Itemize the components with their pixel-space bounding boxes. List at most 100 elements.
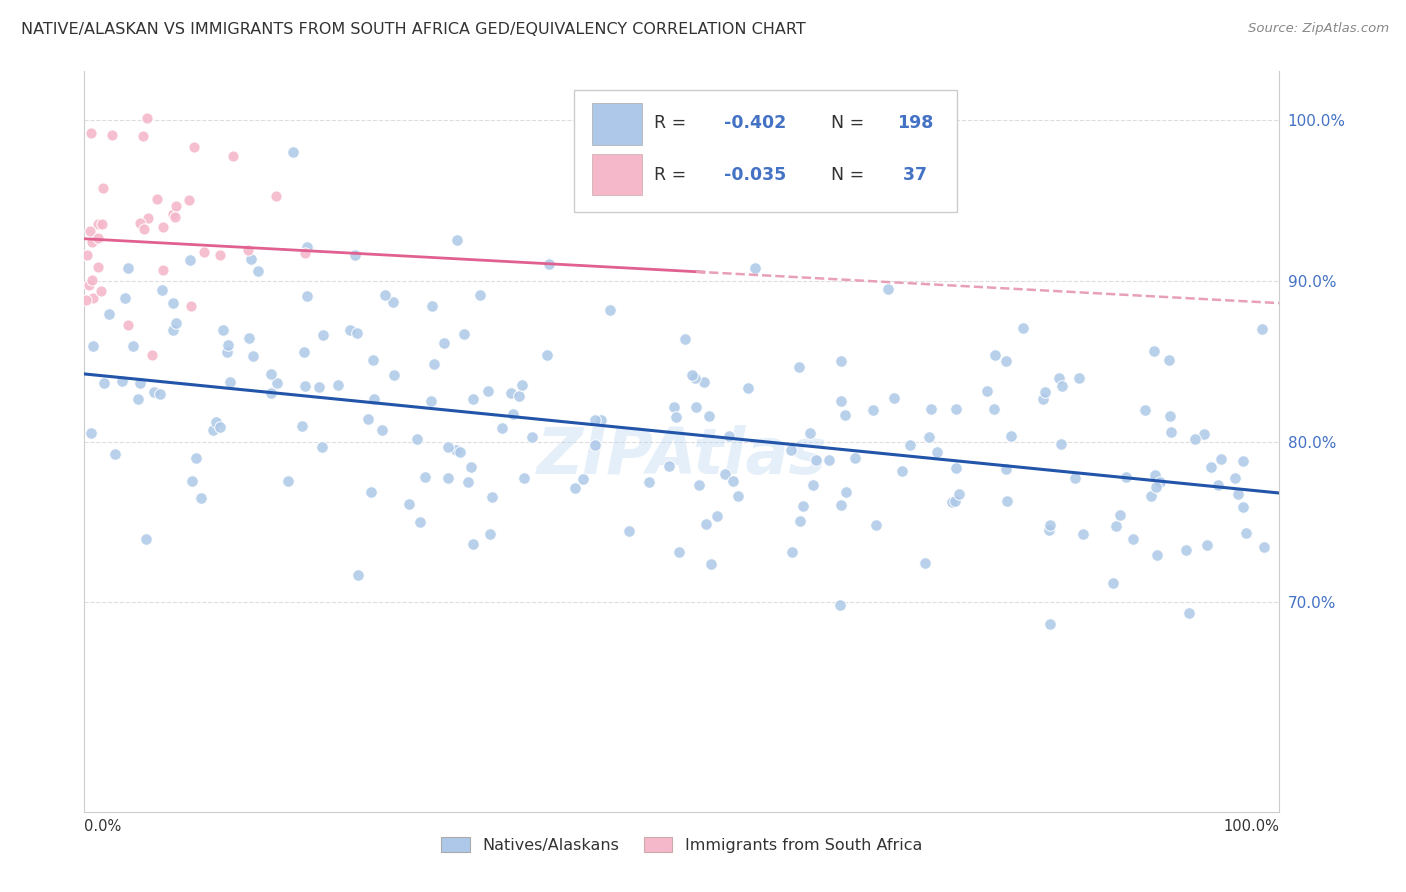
- Point: [1232, 500, 1254, 515]
- Point: [477, 384, 499, 398]
- Point: [1032, 392, 1054, 406]
- Point: [346, 326, 368, 340]
- Point: [914, 556, 936, 570]
- Point: [457, 475, 479, 490]
- Point: [804, 453, 827, 467]
- Point: [1122, 532, 1144, 546]
- Point: [782, 545, 804, 559]
- Point: [818, 453, 841, 467]
- Point: [945, 461, 967, 475]
- Point: [513, 471, 536, 485]
- Point: [266, 376, 288, 390]
- Point: [357, 411, 380, 425]
- Point: [135, 111, 157, 125]
- FancyBboxPatch shape: [592, 103, 643, 145]
- Point: [360, 484, 382, 499]
- Point: [93, 376, 115, 391]
- Point: [673, 332, 696, 346]
- Point: [1069, 371, 1091, 385]
- Point: [449, 444, 471, 458]
- Point: [665, 410, 688, 425]
- Point: [508, 389, 530, 403]
- Point: [1133, 403, 1156, 417]
- Point: [1050, 436, 1073, 450]
- Point: [1209, 451, 1232, 466]
- Point: [1039, 617, 1062, 632]
- Point: [1011, 321, 1033, 335]
- Point: [246, 263, 269, 277]
- Point: [717, 428, 740, 442]
- Point: [162, 207, 184, 221]
- Point: [179, 193, 201, 207]
- Point: [713, 467, 735, 482]
- Point: [128, 216, 150, 230]
- Point: [685, 400, 707, 414]
- Point: [260, 367, 283, 381]
- Point: [1175, 542, 1198, 557]
- Point: [983, 402, 1005, 417]
- Point: [799, 426, 821, 441]
- Point: [114, 291, 136, 305]
- Point: [463, 392, 485, 407]
- Point: [948, 487, 970, 501]
- Point: [111, 374, 134, 388]
- Point: [363, 353, 385, 368]
- Point: [1157, 353, 1180, 368]
- Point: [100, 128, 122, 143]
- Point: [499, 386, 522, 401]
- Point: [801, 478, 824, 492]
- Text: R =: R =: [654, 166, 692, 184]
- Point: [127, 392, 149, 407]
- Point: [918, 429, 941, 443]
- Point: [537, 257, 560, 271]
- Point: [744, 260, 766, 275]
- Point: [787, 360, 810, 375]
- Point: [145, 192, 167, 206]
- Point: [1192, 426, 1215, 441]
- Point: [134, 222, 156, 236]
- Point: [925, 444, 948, 458]
- Point: [876, 282, 898, 296]
- Point: [619, 524, 641, 538]
- Point: [181, 474, 204, 488]
- Point: [104, 447, 127, 461]
- Point: [297, 289, 319, 303]
- Point: [260, 385, 283, 400]
- Point: [208, 247, 231, 261]
- Point: [312, 327, 335, 342]
- Point: [294, 379, 316, 393]
- Point: [297, 240, 319, 254]
- Point: [217, 344, 239, 359]
- Point: [236, 244, 259, 258]
- Point: [152, 263, 174, 277]
- Point: [122, 339, 145, 353]
- Text: 198: 198: [897, 114, 934, 132]
- Point: [478, 527, 501, 541]
- Point: [828, 598, 851, 612]
- Point: [281, 145, 304, 160]
- Point: [162, 295, 184, 310]
- Point: [599, 303, 621, 318]
- Point: [422, 299, 444, 313]
- Point: [695, 517, 717, 532]
- Point: [344, 248, 367, 262]
- Point: [583, 413, 606, 427]
- Point: [920, 401, 942, 416]
- Point: [150, 284, 173, 298]
- Text: 100.0%: 100.0%: [1223, 819, 1279, 834]
- Point: [700, 557, 723, 571]
- Point: [1223, 471, 1246, 485]
- Point: [97, 307, 120, 321]
- Text: 37: 37: [897, 166, 927, 184]
- Point: [183, 140, 205, 154]
- Point: [862, 402, 884, 417]
- Point: [1039, 517, 1062, 532]
- Point: [437, 440, 460, 454]
- Point: [943, 493, 966, 508]
- Point: [294, 246, 316, 260]
- Point: [1178, 606, 1201, 620]
- Point: [941, 495, 963, 509]
- Point: [242, 350, 264, 364]
- Point: [326, 378, 349, 392]
- Point: [1144, 468, 1167, 483]
